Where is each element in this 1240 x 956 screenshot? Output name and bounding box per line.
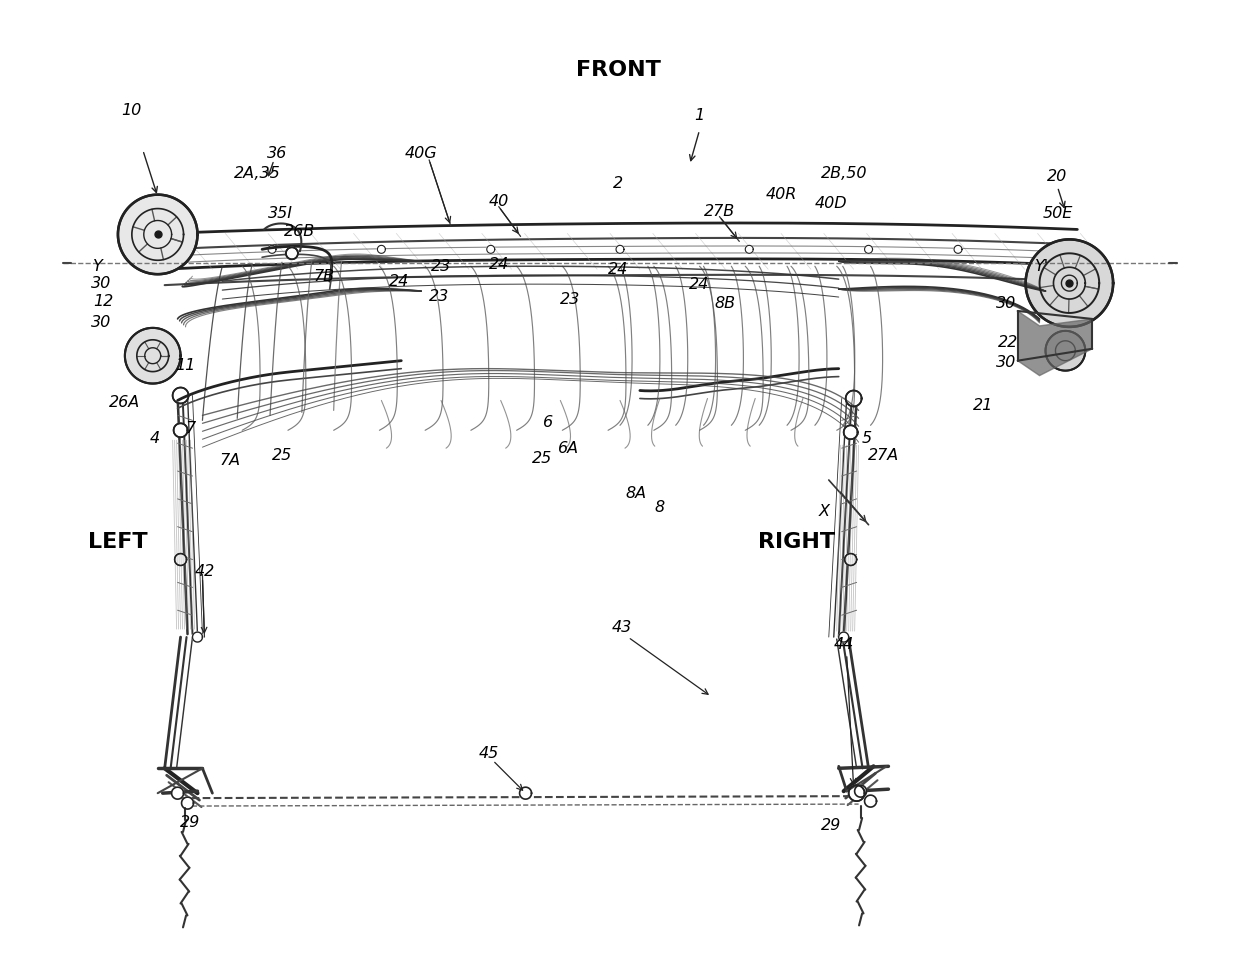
Text: 10: 10 (120, 102, 141, 118)
Text: 35I: 35I (268, 206, 293, 221)
Text: 30: 30 (91, 275, 112, 291)
Text: 50E: 50E (1043, 206, 1073, 221)
Polygon shape (487, 246, 495, 253)
Text: 30: 30 (996, 356, 1016, 370)
Text: 6: 6 (543, 415, 553, 430)
Polygon shape (1045, 331, 1085, 371)
Text: 44: 44 (833, 637, 854, 652)
Polygon shape (854, 785, 867, 797)
Text: 8: 8 (655, 500, 665, 515)
Polygon shape (846, 390, 862, 406)
Text: 24: 24 (608, 262, 629, 276)
Text: 24: 24 (489, 257, 508, 272)
Text: 24: 24 (689, 276, 709, 292)
Polygon shape (377, 246, 386, 253)
Polygon shape (118, 195, 197, 274)
Polygon shape (172, 387, 188, 403)
Text: 25: 25 (532, 450, 553, 466)
Polygon shape (616, 246, 624, 253)
Text: 8B: 8B (714, 295, 737, 311)
Text: 4: 4 (150, 431, 160, 445)
Text: Y': Y' (1035, 259, 1049, 273)
Text: 29: 29 (180, 815, 201, 831)
Text: 8A: 8A (625, 487, 646, 501)
Text: 42: 42 (195, 564, 215, 579)
Text: 40R: 40R (765, 187, 797, 202)
Polygon shape (286, 248, 298, 259)
Polygon shape (745, 246, 753, 253)
Text: 2: 2 (613, 176, 622, 191)
Text: 2B,50: 2B,50 (821, 166, 867, 182)
Text: 1: 1 (694, 108, 704, 122)
Polygon shape (843, 425, 858, 439)
Text: 40G: 40G (404, 146, 438, 162)
Text: 7B: 7B (314, 269, 335, 284)
Polygon shape (1018, 311, 1092, 376)
Text: X: X (818, 505, 830, 519)
Polygon shape (125, 328, 181, 383)
Text: RIGHT: RIGHT (759, 532, 836, 552)
Polygon shape (848, 785, 864, 801)
Polygon shape (864, 246, 873, 253)
Text: LEFT: LEFT (88, 532, 148, 552)
Text: 2A,35: 2A,35 (234, 166, 280, 182)
Text: 25: 25 (272, 447, 293, 463)
Polygon shape (864, 795, 877, 807)
Polygon shape (954, 246, 962, 253)
Text: 26A: 26A (109, 395, 140, 410)
Text: 7: 7 (186, 421, 196, 436)
Text: 36: 36 (267, 146, 288, 162)
Polygon shape (181, 797, 193, 809)
Text: 5: 5 (862, 431, 872, 445)
Text: 6A: 6A (558, 441, 579, 456)
Polygon shape (175, 554, 186, 566)
Polygon shape (1025, 239, 1114, 327)
Text: 30: 30 (996, 295, 1016, 311)
Text: 30: 30 (91, 315, 112, 331)
Polygon shape (838, 632, 848, 642)
Polygon shape (192, 632, 202, 642)
Text: 23: 23 (432, 259, 451, 273)
Polygon shape (174, 424, 187, 437)
Text: 20: 20 (1048, 169, 1068, 185)
Text: 24: 24 (389, 273, 409, 289)
Text: 27B: 27B (704, 204, 735, 219)
Polygon shape (171, 787, 184, 799)
Text: 23: 23 (429, 289, 449, 304)
Text: 22: 22 (998, 336, 1018, 350)
Text: 21: 21 (972, 398, 993, 413)
Text: 40: 40 (489, 194, 508, 209)
Text: 27A: 27A (868, 447, 899, 463)
Text: FRONT: FRONT (575, 60, 661, 80)
Text: 12: 12 (93, 293, 113, 309)
Polygon shape (844, 554, 857, 566)
Text: 43: 43 (611, 619, 632, 635)
Text: 45: 45 (479, 746, 498, 761)
Text: 11: 11 (175, 358, 196, 373)
Text: 40D: 40D (815, 196, 847, 211)
Polygon shape (520, 787, 532, 799)
Polygon shape (268, 246, 277, 253)
Text: 29: 29 (821, 818, 841, 834)
Text: 23: 23 (560, 292, 580, 307)
Text: Y: Y (93, 259, 103, 273)
Text: 7A: 7A (219, 452, 241, 467)
Text: 26B: 26B (284, 224, 315, 239)
